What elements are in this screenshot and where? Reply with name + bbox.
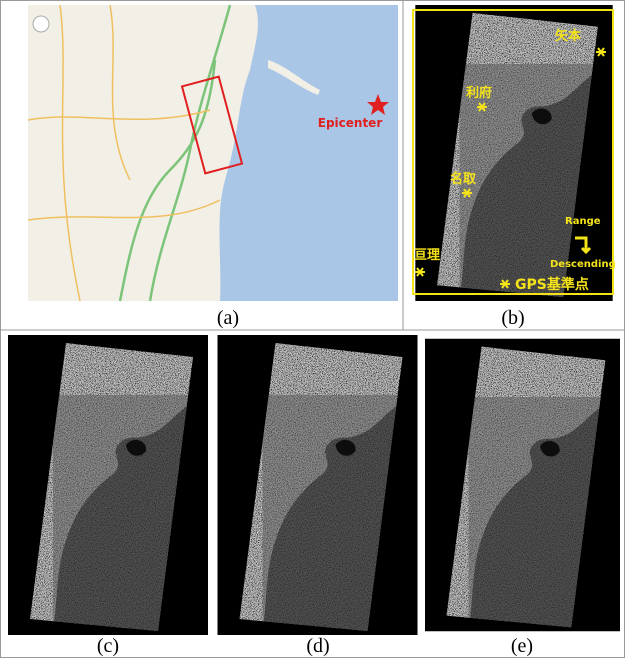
station-label: 利府	[466, 85, 492, 101]
epicenter-label: Epicenter	[318, 116, 383, 130]
direction-label: Descending	[550, 259, 616, 270]
sar-image	[8, 335, 208, 635]
map-panel: Epicenter	[28, 5, 398, 301]
range-label: Range	[565, 216, 601, 227]
figure: Epicenter (a) 矢本 利府 名取 亘理 Range Descendi…	[0, 0, 625, 658]
station-label: 名取	[450, 171, 477, 187]
station-label: 亘理	[414, 248, 440, 263]
sar-image	[425, 339, 620, 632]
sar-image	[218, 335, 418, 635]
caption: (a)	[217, 307, 239, 329]
station-label: 矢本	[555, 28, 581, 44]
caption: (c)	[97, 635, 119, 657]
caption: (d)	[306, 635, 329, 657]
legend-label: GPS基準点	[515, 276, 589, 293]
caption: (b)	[501, 307, 524, 329]
gps-panel: 矢本 利府 名取 亘理 Range Descending GPS基準点	[413, 5, 616, 301]
caption: (e)	[511, 635, 533, 657]
